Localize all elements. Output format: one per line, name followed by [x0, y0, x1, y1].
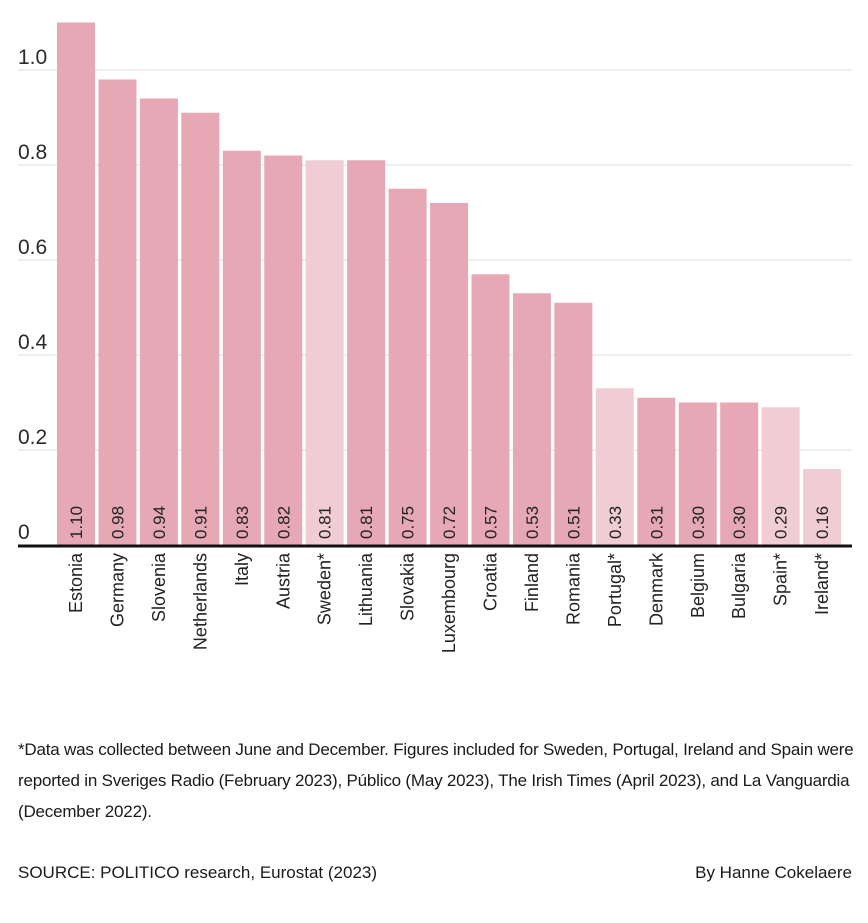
bar — [803, 469, 842, 545]
bar — [57, 22, 95, 545]
bar-value-label: 0.30 — [689, 506, 708, 539]
bar — [347, 160, 386, 545]
bar — [471, 274, 510, 545]
category-label: Belgium — [688, 553, 708, 618]
category-label: Finland — [522, 553, 542, 612]
y-tick-label: 0.8 — [18, 141, 47, 164]
category-label: Denmark — [646, 552, 666, 626]
bar-value-label: 0.30 — [730, 506, 749, 539]
bar-value-label: 0.82 — [274, 506, 293, 539]
category-label: Bulgaria — [729, 552, 749, 619]
bar — [430, 203, 469, 545]
bars — [57, 22, 842, 545]
category-label: Slovenia — [149, 552, 169, 622]
y-tick-label: 0 — [18, 521, 30, 544]
bar-value-label: 0.91 — [191, 506, 210, 539]
bar-value-label: 0.72 — [440, 506, 459, 539]
bar — [554, 302, 593, 545]
value-labels: 1.10 0.98 0.94 0.91 0.83 0.82 0.81 0.81 0.75 0.72… — [67, 506, 832, 539]
bar-value-label: 0.29 — [772, 506, 791, 539]
category-label: Ireland* — [812, 553, 832, 615]
y-tick-label: 0.2 — [18, 426, 47, 449]
footnote: *Data was collected between June and Dec… — [18, 740, 854, 821]
byline: By Hanne Cokelaere — [695, 863, 852, 882]
bar — [222, 150, 261, 545]
category-label: Lithuania — [356, 552, 376, 626]
category-label: Estonia — [66, 552, 86, 613]
bar — [181, 112, 220, 545]
y-axis-ticks: 0 0.2 0.4 0.6 0.8 1.0 — [18, 46, 48, 544]
category-label: Romania — [563, 552, 583, 625]
bar — [512, 293, 551, 545]
bar — [720, 402, 759, 545]
source-credit: SOURCE: POLITICO research, Eurostat (202… — [18, 863, 378, 882]
bar-chart: 0 0.2 0.4 0.6 0.8 1.0 1.10 0.98 0.94 0.91 0.83 0.8… — [18, 22, 852, 653]
bar — [678, 402, 717, 545]
y-tick-label: 0.6 — [18, 236, 47, 259]
category-label: Netherlands — [190, 553, 210, 650]
bar-value-label: 0.16 — [813, 506, 832, 539]
category-label: Croatia — [481, 552, 501, 611]
bar-value-label: 0.33 — [606, 506, 625, 539]
bar-value-label: 0.81 — [316, 506, 335, 539]
bar-value-label: 0.31 — [647, 506, 666, 539]
category-label: Austria — [273, 552, 293, 609]
bar-value-label: 0.53 — [523, 506, 542, 539]
category-label: Germany — [107, 553, 127, 627]
bar — [388, 188, 427, 545]
bar-value-label: 0.94 — [150, 506, 169, 539]
category-label: Sweden* — [315, 553, 335, 625]
bar-value-label: 0.98 — [108, 506, 127, 539]
bar-value-label: 1.10 — [67, 506, 86, 539]
bar-value-label: 0.81 — [357, 506, 376, 539]
category-label: Portugal* — [605, 553, 625, 627]
bar — [761, 407, 800, 545]
bar — [139, 98, 178, 545]
bar-value-label: 0.83 — [233, 506, 252, 539]
bar — [98, 79, 137, 545]
bar — [305, 160, 344, 545]
category-label: Italy — [232, 553, 252, 586]
category-label: Spain* — [771, 553, 791, 606]
category-labels: Estonia Germany Slovenia Netherlands Italy Au… — [66, 552, 832, 653]
bar-value-label: 0.57 — [482, 506, 501, 539]
y-tick-label: 0.4 — [18, 331, 48, 354]
bar — [264, 155, 303, 545]
bar-value-label: 0.51 — [564, 506, 583, 539]
bar — [595, 388, 634, 545]
category-label: Luxembourg — [439, 553, 459, 653]
bar-value-label: 0.75 — [399, 506, 418, 539]
category-label: Slovakia — [398, 552, 418, 621]
bar — [637, 397, 676, 545]
y-tick-label: 1.0 — [18, 46, 47, 69]
